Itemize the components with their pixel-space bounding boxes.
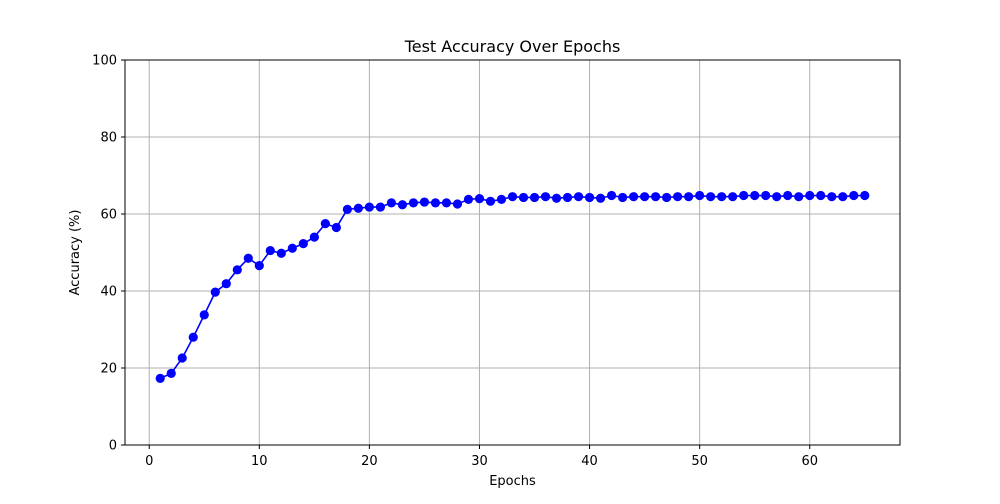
data-point [507, 192, 518, 202]
y-tick-label: 20 [100, 362, 117, 377]
data-point [375, 202, 385, 212]
data-point [838, 192, 848, 202]
data-point [706, 192, 716, 202]
y-tick-label: 0 [109, 439, 117, 454]
data-point [342, 204, 352, 214]
plot-frame [124, 59, 901, 446]
x-tick-label: 40 [581, 454, 598, 469]
y-axis-label: Accuracy (%) [68, 210, 83, 296]
data-point [364, 202, 374, 212]
data-point [265, 245, 275, 256]
data-point [320, 219, 330, 229]
axis-ticks: 0 10 20 30 40 50 60 0 20 40 60 80 100 [92, 54, 818, 470]
data-point [463, 194, 474, 204]
data-point [739, 190, 749, 201]
x-tick-label: 30 [471, 454, 488, 469]
data-point [287, 243, 297, 253]
data-point [331, 222, 341, 233]
data-point [783, 190, 793, 201]
x-tick-label: 50 [691, 454, 708, 469]
data-point [166, 368, 176, 378]
data-point [529, 192, 540, 203]
data-point [496, 194, 507, 204]
data-point [849, 190, 859, 201]
data-point [673, 192, 683, 202]
data-point [232, 265, 242, 275]
data-point [419, 197, 430, 207]
data-point [485, 196, 496, 206]
data-point [199, 310, 209, 320]
data-point [243, 253, 253, 263]
data-point [640, 192, 650, 202]
data-point [474, 194, 485, 204]
data-point [397, 200, 408, 210]
data-point [584, 192, 595, 203]
data-point [254, 260, 264, 271]
data-point [210, 287, 220, 297]
data-point [761, 190, 771, 201]
data-point [816, 190, 826, 201]
x-axis-label: Epochs [489, 474, 536, 489]
y-tick-label: 80 [100, 131, 117, 146]
data-point [617, 192, 628, 203]
data-point [562, 192, 573, 203]
data-point [662, 192, 672, 203]
data-point [221, 279, 231, 289]
data-point [860, 190, 870, 201]
data-point [452, 199, 463, 209]
x-tick-label: 20 [361, 454, 378, 469]
data-point [772, 192, 782, 202]
data-point [573, 192, 584, 202]
data-point [717, 192, 727, 202]
x-tick-label: 10 [251, 454, 268, 469]
data-point [684, 192, 694, 202]
data-point [276, 248, 286, 258]
series-layer [155, 190, 870, 383]
data-point [595, 193, 606, 203]
data-point [551, 193, 562, 203]
data-point [695, 190, 705, 201]
data-point [353, 203, 363, 213]
data-point [188, 332, 198, 342]
data-point [441, 198, 452, 208]
data-point [518, 192, 529, 203]
y-tick-label: 100 [92, 54, 117, 69]
data-point [177, 353, 187, 363]
x-tick-label: 0 [145, 454, 153, 469]
chart-title: Test Accuracy Over Epochs [404, 37, 621, 56]
data-point [805, 190, 815, 201]
data-point [309, 232, 319, 242]
data-point [728, 192, 738, 202]
data-point [155, 373, 165, 383]
data-point [408, 198, 419, 208]
data-point [606, 190, 617, 201]
data-point [827, 192, 837, 202]
y-tick-label: 60 [100, 208, 117, 223]
data-point [628, 192, 639, 202]
data-point [794, 192, 804, 202]
data-point [750, 190, 760, 201]
data-point [386, 198, 397, 208]
data-point [651, 192, 661, 202]
data-point [430, 198, 441, 208]
data-point [540, 192, 551, 202]
data-point [298, 239, 308, 249]
x-tick-label: 60 [801, 454, 818, 469]
y-tick-label: 40 [100, 285, 117, 300]
